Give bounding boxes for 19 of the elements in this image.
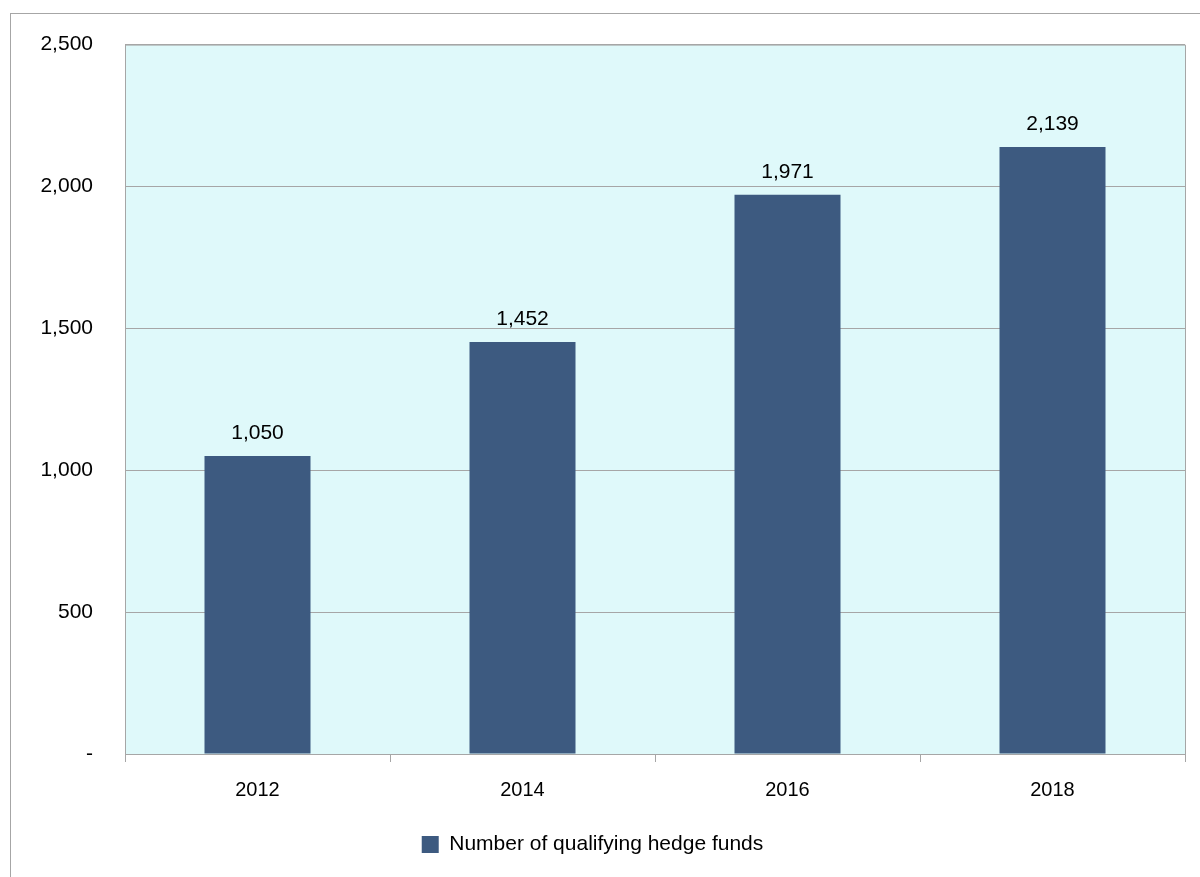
y-tick-label: - bbox=[86, 740, 93, 764]
x-tick-label: 2012 bbox=[235, 777, 280, 800]
y-tick-label: 500 bbox=[57, 598, 93, 622]
bar bbox=[469, 341, 576, 754]
bar bbox=[999, 147, 1106, 754]
data-label: 2,139 bbox=[1026, 111, 1079, 135]
legend-label: Number of qualifying hedge funds bbox=[449, 831, 764, 855]
y-tick-label: 1,500 bbox=[40, 315, 93, 339]
x-tick-label: 2018 bbox=[1030, 777, 1075, 800]
data-label: 1,971 bbox=[761, 159, 814, 183]
bar bbox=[204, 456, 311, 754]
data-label: 1,050 bbox=[231, 420, 284, 444]
x-tick-label: 2014 bbox=[500, 777, 545, 800]
y-tick-label: 1,000 bbox=[40, 457, 93, 481]
y-tick-label: 2,500 bbox=[40, 31, 93, 55]
y-tick-label: 2,000 bbox=[40, 173, 93, 197]
bar bbox=[734, 194, 841, 754]
x-tick-label: 2016 bbox=[765, 777, 810, 800]
data-label: 1,452 bbox=[496, 306, 549, 330]
